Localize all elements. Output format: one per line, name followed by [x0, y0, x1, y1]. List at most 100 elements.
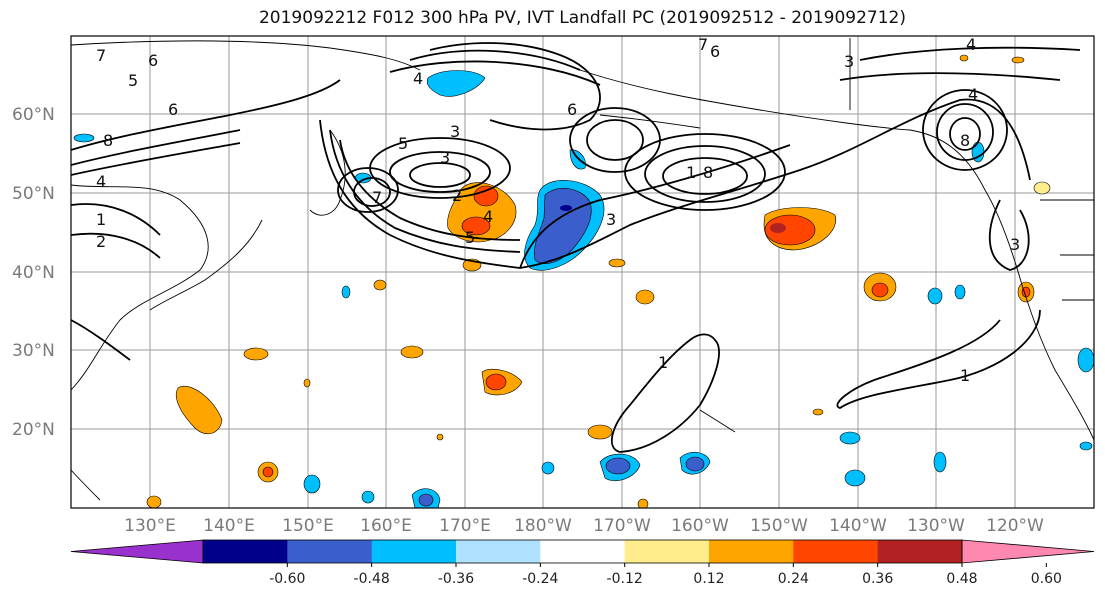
contour-label: 3 — [440, 148, 450, 167]
positive-anomaly-region — [400, 345, 424, 359]
positive-anomaly-region — [1011, 56, 1025, 64]
contour-label: 5 — [465, 228, 475, 247]
pv-contour — [922, 89, 1008, 171]
positive-anomaly-core — [473, 185, 499, 207]
colorbar-tick-labels: -0.60 -0.48 -0.36 -0.24 -0.12 0.12 0.24 0.36 0.4… — [269, 563, 1062, 587]
pv-contour — [859, 46, 1081, 61]
contour-label: 7 — [372, 188, 382, 207]
colorbar-outline — [202, 539, 963, 564]
lat-label: 30°N — [12, 341, 55, 361]
pv-contour — [319, 98, 1031, 269]
contour-label: 4 — [966, 35, 976, 54]
positive-anomaly-core — [764, 214, 816, 246]
pv-contour — [839, 72, 1061, 81]
pv-contour — [409, 49, 581, 71]
colorbar: -0.60 -0.48 -0.36 -0.24 -0.12 0.12 0.24 0.36 0.4… — [70, 539, 1095, 587]
contour-label: 5 — [128, 71, 138, 90]
contour-label: 3 — [1010, 235, 1020, 254]
negative-anomaly-core — [418, 493, 434, 507]
pv-contour — [644, 145, 766, 203]
lat-label: 20°N — [12, 420, 55, 440]
map-title: 2019092212 F012 300 hPa PV, IVT Landfall… — [258, 8, 906, 28]
contour-label: 4 — [413, 69, 423, 88]
colorbar-extend-min — [70, 539, 204, 564]
positive-anomaly-region — [587, 424, 613, 440]
negative-anomaly-region — [933, 451, 947, 473]
lon-label: 160°E — [360, 516, 412, 536]
colorbar-tick-label: 0.12 — [693, 571, 724, 587]
contour-label: 1 — [96, 210, 106, 229]
negative-anomaly-region — [927, 287, 943, 305]
contour-label: 2 — [96, 232, 106, 251]
lon-label: 170°E — [439, 516, 491, 536]
contour-label: 8 — [960, 131, 970, 150]
pv-contour — [409, 162, 471, 188]
negative-anomaly-region — [541, 461, 555, 475]
positive-anomaly-region — [436, 433, 444, 441]
positive-anomaly-region — [959, 54, 969, 62]
negative-anomaly-max — [560, 205, 572, 211]
pv-contour — [936, 103, 994, 161]
colorbar-tick-label: 0.48 — [946, 571, 977, 587]
pv-contour — [329, 129, 521, 253]
colorbar-extend-max — [961, 539, 1095, 564]
contour-label: 1 — [960, 366, 970, 385]
pv-contour — [71, 142, 241, 176]
positive-anomaly-region — [637, 498, 649, 508]
pv-contour — [71, 319, 131, 361]
contour-label: 6 — [710, 42, 720, 61]
negative-anomaly-core — [605, 457, 631, 475]
positive-anomaly-core — [485, 373, 507, 391]
pv-contour — [662, 157, 748, 195]
contour-label: 6 — [148, 51, 158, 70]
contour-label: 3 — [606, 210, 616, 229]
contour-label: 4 — [96, 172, 106, 191]
philippine-islands — [71, 469, 101, 501]
pv-contours — [71, 42, 1081, 453]
lon-label: 130°E — [124, 516, 176, 536]
colorbar-segment — [371, 540, 457, 563]
colorbar-tick-label: 0.60 — [1031, 571, 1062, 587]
lat-label: 40°N — [12, 263, 55, 283]
colorbar-segments — [70, 539, 1095, 564]
contour-label: 4 — [483, 207, 493, 226]
colorbar-segment — [287, 540, 373, 563]
lon-label: 150°E — [282, 516, 334, 536]
north-america-coast — [984, 189, 1094, 441]
positive-anomaly-max — [770, 223, 786, 233]
colorbar-tick-label: -0.24 — [522, 571, 558, 587]
positive-anomaly-region — [608, 258, 626, 268]
negative-anomaly-region — [839, 431, 861, 445]
aleutian-islands — [599, 114, 701, 129]
pv-contour — [988, 199, 1030, 271]
colorbar-segment — [793, 540, 879, 563]
negative-anomaly-region — [341, 285, 351, 299]
negative-anomaly-region — [844, 469, 866, 487]
contour-label: 5 — [398, 134, 408, 153]
colorbar-segment — [877, 540, 963, 563]
contour-label: 1 — [658, 353, 668, 372]
positive-anomaly-region — [146, 495, 162, 508]
hawaii-islands — [699, 409, 736, 433]
positive-anomaly-core — [871, 282, 889, 298]
latitude-labels: 60°N 50°N 40°N 30°N 20°N — [12, 105, 55, 440]
positive-anomaly-region — [373, 279, 387, 291]
contour-label: 3 — [450, 122, 460, 141]
pv-contour — [71, 79, 341, 151]
siberia-coast — [71, 40, 421, 71]
lon-label: 140°E — [203, 516, 255, 536]
negative-anomaly-region — [1079, 441, 1093, 451]
negative-anomaly-core — [534, 187, 592, 264]
contour-label: 8 — [703, 163, 713, 182]
negative-anomaly-region — [361, 490, 375, 504]
positive-anomaly-region — [303, 378, 311, 388]
pv-contour — [71, 203, 161, 236]
positive-anomaly-region — [812, 408, 824, 416]
pv-contour — [611, 333, 720, 453]
pv-contour — [71, 129, 241, 166]
map-panel: 7 5 6 8 4 1 2 6 4 5 3 2 4 5 3 3 6 1 8 7 — [70, 35, 1095, 509]
colorbar-tick-label: -0.12 — [607, 571, 643, 587]
lat-label: 50°N — [12, 184, 55, 204]
pv-contour — [389, 60, 601, 86]
contour-label: 1 — [686, 163, 696, 182]
